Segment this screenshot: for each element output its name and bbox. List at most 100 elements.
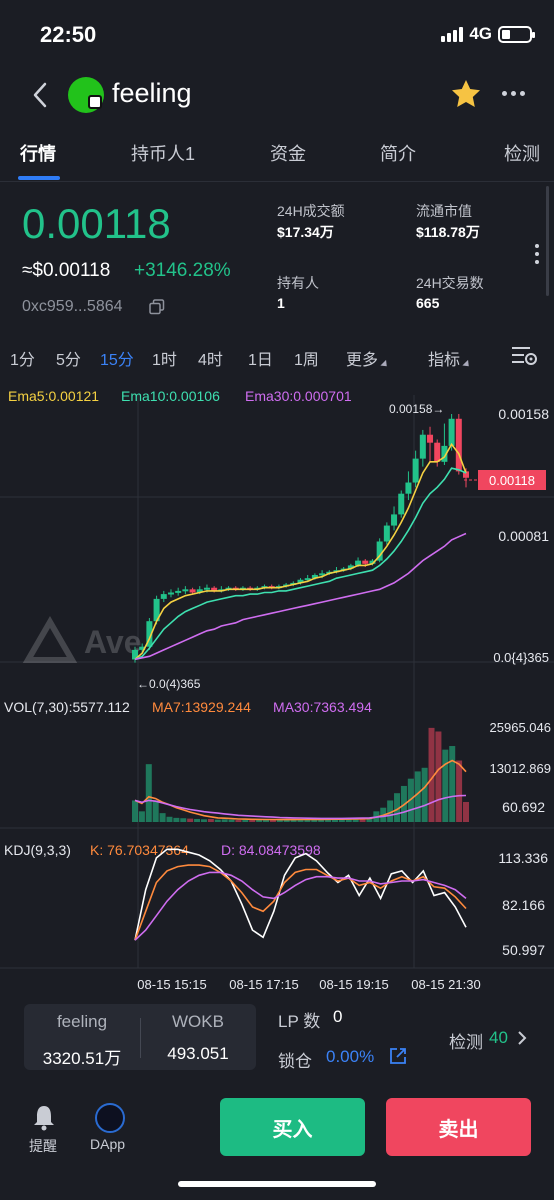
interval-1d[interactable]: 1日 [248, 352, 273, 369]
alert-label[interactable]: 提醒 [29, 1138, 57, 1154]
sell-button[interactable]: 卖出 [386, 1098, 531, 1156]
candle [347, 565, 354, 569]
volume-bar [338, 818, 345, 822]
candle [211, 587, 218, 591]
stat-value-volume: $17.34万 [277, 224, 334, 240]
kdj-tick: 113.336 [498, 850, 548, 866]
chart-settings-icon[interactable] [510, 344, 538, 368]
ema10-legend: Ema10:0.00106 [121, 388, 220, 404]
signal-icon [441, 26, 464, 42]
volume-bar [187, 818, 194, 822]
candle [304, 578, 311, 581]
volume-bar [463, 801, 469, 822]
current-price: 0.00118 [22, 200, 171, 247]
volume-bar [235, 820, 242, 822]
volume-tick: 25965.046 [490, 720, 551, 735]
current-price-marker-label: 0.00118 [489, 473, 535, 488]
interval-4h[interactable]: 4时 [198, 352, 223, 369]
volume-bar [345, 818, 352, 822]
volume-bar [304, 818, 311, 822]
home-indicator[interactable] [178, 1181, 376, 1187]
interval-1w[interactable]: 1周 [294, 352, 319, 369]
k-legend: K: 76.70347364 [90, 842, 189, 858]
bell-icon[interactable] [31, 1103, 57, 1131]
volume-bar [159, 813, 166, 822]
volume-bar [325, 818, 332, 822]
token-title: feeling [112, 78, 192, 108]
candle [297, 579, 304, 583]
stat-value-txcount: 665 [416, 295, 440, 311]
interval-1m[interactable]: 1分 [10, 352, 35, 369]
battery-icon [498, 25, 535, 43]
interval-1h[interactable]: 1时 [152, 352, 177, 369]
candle [434, 442, 441, 462]
scrollbar[interactable] [546, 186, 549, 296]
check-link[interactable]: 检测 [449, 1033, 483, 1052]
dapp-label[interactable]: DApp [90, 1136, 126, 1152]
token-pair-box: feeling 3320.51万 WOKB 493.051 [24, 1004, 256, 1070]
volume-bar [290, 819, 297, 822]
tab-intro[interactable]: 简介 [380, 144, 416, 164]
volume-bar [276, 820, 283, 822]
interval-more-dropdown[interactable]: 更多 [346, 346, 390, 370]
status-time: 22:50 [40, 22, 97, 47]
chevron-right-icon[interactable] [516, 1030, 528, 1046]
dapp-icon[interactable] [95, 1103, 125, 1133]
stat-label-volume: 24H成交额 [277, 203, 345, 219]
volume-bar [456, 760, 463, 822]
candle [455, 418, 462, 472]
candle [369, 560, 376, 564]
back-arrow-icon[interactable] [28, 80, 54, 110]
tab-funds[interactable]: 资金 [270, 144, 306, 164]
ema5-line [134, 442, 467, 661]
lp-count-value: 0 [333, 1007, 343, 1026]
ma30-legend: MA30:7363.494 [273, 699, 372, 715]
ma30-line [134, 794, 467, 820]
volume-bar [228, 819, 235, 822]
volume-bar [387, 800, 394, 822]
copy-icon[interactable] [149, 299, 165, 315]
volume-bar [359, 817, 366, 822]
volume-bar [194, 818, 201, 822]
kdj-legend: KDJ(9,3,3) [4, 842, 71, 858]
candle [203, 587, 210, 590]
quote-token-name: WOKB [172, 1012, 224, 1031]
buy-button[interactable]: 买入 [220, 1098, 365, 1156]
current-price-marker [478, 470, 546, 490]
tab-market[interactable]: 行情 [20, 144, 56, 164]
candle [355, 560, 362, 566]
divider [140, 1018, 141, 1058]
favorite-star-icon[interactable] [450, 78, 482, 110]
more-menu-icon[interactable] [502, 91, 525, 96]
kdj-j-line [134, 848, 467, 941]
vertical-more-icon[interactable] [535, 244, 539, 264]
volume-bar [442, 749, 449, 822]
candle [153, 598, 160, 622]
candle [419, 434, 426, 459]
candle [196, 589, 203, 593]
low-annotation: ←0.0(4)365 [137, 677, 201, 691]
volume-bar [242, 819, 249, 822]
kline-chart[interactable]: Ave Ema5:0.00121 Ema10:0.00106 Ema30:0.0… [0, 380, 554, 992]
indicator-dropdown[interactable]: 指标 [428, 346, 472, 370]
candle [427, 434, 434, 443]
kdj-tick: 82.166 [502, 897, 545, 913]
interval-15m[interactable]: 15分 [100, 352, 134, 369]
volume-bar [283, 819, 290, 822]
price-tick: 0.0{4}365 [493, 650, 549, 665]
external-link-icon[interactable] [389, 1047, 407, 1065]
volume-bar [414, 771, 421, 822]
stat-label-holders: 持有人 [277, 275, 319, 291]
candle [160, 594, 167, 599]
interval-5m[interactable]: 5分 [56, 352, 81, 369]
candle [139, 646, 146, 650]
volume-tick: 13012.869 [490, 761, 551, 776]
watermark-text: Ave [84, 624, 142, 660]
tab-check[interactable]: 检测 [504, 144, 540, 164]
lock-label: 锁仓 [278, 1052, 312, 1071]
tab-holders[interactable]: 持币人1 [131, 144, 196, 164]
candle [376, 541, 383, 561]
candle [132, 649, 138, 660]
candle [319, 573, 326, 576]
volume-bar [207, 818, 214, 822]
